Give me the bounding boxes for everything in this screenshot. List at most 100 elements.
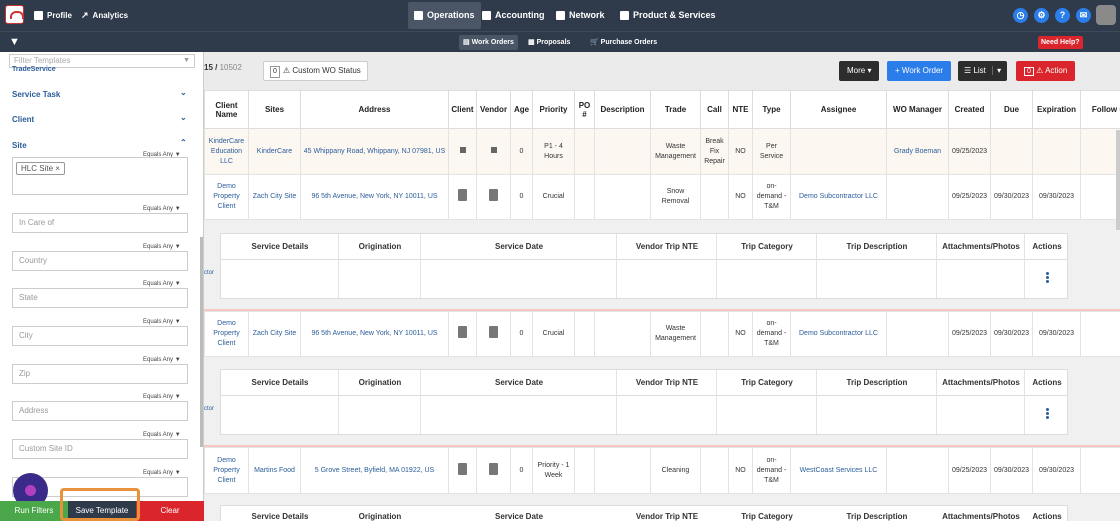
custom-site-id-field[interactable]: Custom Site ID bbox=[12, 439, 188, 459]
document-icon[interactable] bbox=[458, 189, 467, 201]
tab-proposals[interactable]: ▦ Proposals bbox=[528, 39, 571, 46]
client-link[interactable]: Demo Property Client bbox=[213, 183, 240, 210]
col-description[interactable]: Description bbox=[594, 90, 651, 129]
equals-any-select[interactable]: Equals Any ▼ bbox=[143, 244, 181, 250]
col-assignee[interactable]: Assignee bbox=[790, 90, 887, 129]
site-link[interactable]: Zach City Site bbox=[252, 330, 297, 337]
nav-profile[interactable]: Profile bbox=[34, 0, 72, 31]
section-service-task[interactable]: Service Task bbox=[12, 90, 61, 99]
address-link[interactable]: 5 Grove Street, Byfield, MA 01922, US bbox=[314, 466, 435, 474]
gear-icon[interactable]: ⚙ bbox=[1034, 8, 1049, 23]
assignee-link[interactable]: Demo Subcontractor LLC bbox=[799, 193, 878, 200]
document-icon[interactable] bbox=[489, 462, 498, 475]
section-client[interactable]: Client bbox=[12, 115, 35, 124]
site-link[interactable]: KinderCare bbox=[256, 147, 293, 155]
save-template-button[interactable]: Save Template bbox=[68, 501, 136, 521]
col-expiration[interactable]: Expiration bbox=[1032, 90, 1081, 129]
more-actions-icon[interactable] bbox=[1046, 408, 1049, 420]
nav-accounting[interactable]: Accounting bbox=[482, 0, 545, 31]
col-type[interactable]: Type bbox=[752, 90, 791, 129]
new-work-order-button[interactable]: + Work Order bbox=[887, 61, 952, 81]
section-tradeservice[interactable]: TradeService bbox=[12, 66, 56, 73]
vendor-partial-link[interactable]: ctor bbox=[204, 406, 215, 412]
nav-products[interactable]: Product & Services bbox=[620, 0, 716, 31]
vendor-partial-link[interactable]: ctor bbox=[204, 270, 215, 276]
country-field[interactable]: Country bbox=[12, 251, 188, 271]
col-due[interactable]: Due bbox=[990, 90, 1033, 129]
col-vendor[interactable]: Vendor bbox=[476, 90, 511, 129]
in-care-of-field[interactable]: In Care of bbox=[12, 213, 188, 233]
state-field[interactable]: State bbox=[12, 288, 188, 308]
col-nte[interactable]: NTE bbox=[728, 90, 753, 129]
site-tag-input[interactable]: HLC Site × bbox=[12, 157, 188, 195]
chat-icon[interactable]: ✉ bbox=[1076, 8, 1091, 23]
nav-operations[interactable]: Operations bbox=[408, 2, 481, 29]
col-address[interactable]: Address bbox=[300, 90, 449, 129]
col-age[interactable]: Age bbox=[510, 90, 533, 129]
clear-button[interactable]: Clear bbox=[136, 501, 204, 521]
col-po[interactable]: PO # bbox=[574, 90, 595, 129]
more-actions-icon[interactable] bbox=[1046, 272, 1049, 284]
col-client[interactable]: Client bbox=[448, 90, 477, 129]
document-icon[interactable] bbox=[458, 462, 467, 475]
nav-analytics[interactable]: ↗ Analytics bbox=[81, 0, 128, 31]
assignee-link[interactable]: Demo Subcontractor LLC bbox=[799, 330, 878, 337]
sidebar-scrollbar[interactable] bbox=[200, 237, 203, 447]
col-follow-up[interactable]: Follow up bbox=[1080, 90, 1120, 129]
tab-purchase-orders[interactable]: 🛒 Purchase Orders bbox=[590, 39, 658, 46]
list-view-button[interactable]: ☰ List ▾ bbox=[958, 61, 1008, 81]
col-call[interactable]: Call bbox=[700, 90, 729, 129]
site-tag[interactable]: HLC Site × bbox=[16, 162, 65, 175]
table-row[interactable]: Demo Property Client Zach City Site 96 5… bbox=[204, 311, 1120, 357]
col-priority[interactable]: Priority bbox=[532, 90, 575, 129]
equals-any-select[interactable]: Equals Any ▼ bbox=[143, 357, 181, 363]
chevron-down-icon[interactable]: ⌄ bbox=[180, 88, 187, 97]
city-field[interactable]: City bbox=[12, 326, 188, 346]
section-site[interactable]: Site bbox=[12, 141, 27, 150]
timer-icon[interactable]: ◷ bbox=[1013, 8, 1028, 23]
need-help-button[interactable]: Need Help? bbox=[1038, 36, 1083, 49]
equals-any-select[interactable]: Equals Any ▼ bbox=[143, 319, 181, 325]
equals-any-select[interactable]: Equals Any ▼ bbox=[143, 432, 181, 438]
col-trade[interactable]: Trade bbox=[650, 90, 701, 129]
action-button[interactable]: 0 ⚠ Action bbox=[1016, 61, 1076, 81]
filter-icon[interactable]: ▼ bbox=[9, 36, 20, 48]
more-button[interactable]: More ▾ bbox=[839, 61, 880, 81]
col-sites[interactable]: Sites bbox=[248, 90, 301, 129]
document-icon[interactable] bbox=[489, 189, 498, 201]
chevron-down-icon[interactable]: ⌄ bbox=[180, 113, 187, 122]
custom-wo-status-button[interactable]: 0 ⚠ Custom WO Status bbox=[263, 61, 368, 81]
client-link[interactable]: Demo Property Client bbox=[213, 456, 240, 484]
document-icon[interactable] bbox=[489, 326, 498, 338]
equals-any-select[interactable]: Equals Any ▼ bbox=[143, 281, 181, 287]
avatar[interactable] bbox=[1096, 5, 1116, 25]
site-link[interactable]: Martins Food bbox=[254, 466, 295, 474]
table-row[interactable]: Demo Property Client Zach City Site 96 5… bbox=[204, 174, 1120, 220]
filter-template-select[interactable]: Filter Templates ▼ bbox=[9, 54, 195, 68]
equals-any-select[interactable]: Equals Any ▼ bbox=[143, 470, 181, 476]
equals-any-select[interactable]: Equals Any ▼ bbox=[143, 152, 181, 158]
app-logo[interactable] bbox=[5, 5, 24, 24]
address-link[interactable]: 96 5th Avenue, New York, NY 10011, US bbox=[311, 193, 438, 200]
address-link[interactable]: 96 5th Avenue, New York, NY 10011, US bbox=[311, 330, 438, 337]
zip-field[interactable]: Zip bbox=[12, 364, 188, 384]
table-row[interactable]: KinderCare Education LLC KinderCare 45 W… bbox=[204, 128, 1120, 175]
col-client-name[interactable]: Client Name bbox=[204, 90, 249, 129]
table-scrollbar[interactable] bbox=[1116, 130, 1120, 230]
nav-network[interactable]: Network bbox=[556, 0, 605, 31]
extra-field[interactable] bbox=[12, 477, 188, 497]
client-link[interactable]: KinderCare Education LLC bbox=[208, 137, 245, 165]
document-icon[interactable] bbox=[458, 326, 467, 338]
col-created[interactable]: Created bbox=[948, 90, 991, 129]
run-filters-button[interactable]: Run Filters bbox=[0, 501, 68, 521]
client-link[interactable]: Demo Property Client bbox=[213, 320, 240, 347]
manager-link[interactable]: Grady Boeman bbox=[893, 147, 942, 155]
table-row[interactable]: Demo Property Client Martins Food 5 Grov… bbox=[204, 447, 1120, 494]
equals-any-select[interactable]: Equals Any ▼ bbox=[143, 206, 181, 212]
assignee-link[interactable]: WestCoast Services LLC bbox=[799, 466, 878, 474]
help-icon[interactable]: ? bbox=[1055, 8, 1070, 23]
chevron-up-icon[interactable]: ⌃ bbox=[180, 138, 187, 147]
tab-work-orders[interactable]: ▤ Work Orders bbox=[459, 35, 518, 50]
site-link[interactable]: Zach City Site bbox=[252, 193, 297, 200]
col-wo-manager[interactable]: WO Manager bbox=[886, 90, 949, 129]
